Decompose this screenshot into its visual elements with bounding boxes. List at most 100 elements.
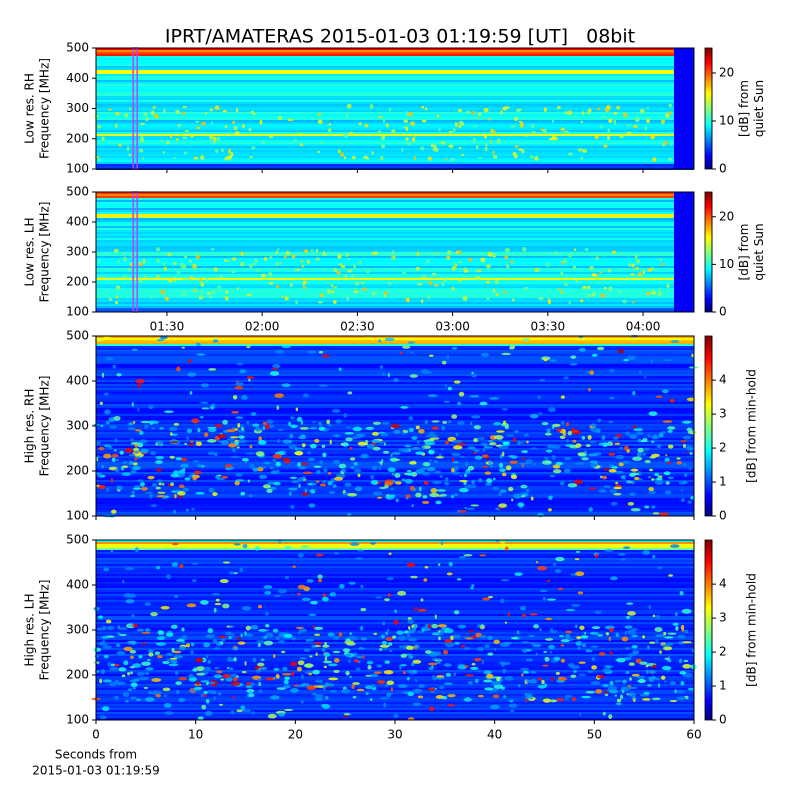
heatmap-blob — [662, 420, 673, 423]
heatmap-blob — [315, 652, 318, 657]
heatmap-blob — [318, 350, 324, 354]
heatmap-blob — [97, 455, 100, 458]
heatmap-blob — [658, 287, 661, 290]
heatmap-row — [96, 142, 694, 144]
heatmap-blob — [188, 673, 195, 679]
heatmap-blob — [424, 107, 428, 111]
heatmap-row — [96, 298, 694, 300]
heatmap-blob — [344, 274, 347, 278]
heatmap-blob — [297, 584, 306, 590]
heatmap-blob — [427, 394, 438, 397]
heatmap-blob — [332, 434, 341, 437]
heatmap-blob — [282, 457, 289, 461]
heatmap-blob — [212, 339, 219, 343]
heatmap-blob — [300, 699, 304, 704]
heatmap-blob — [504, 676, 514, 681]
heatmap-blob — [661, 389, 669, 394]
heatmap-row — [96, 612, 694, 614]
heatmap-blob — [275, 250, 278, 255]
heatmap-row — [96, 248, 694, 250]
heatmap-blob — [404, 478, 413, 484]
heatmap-blob — [628, 692, 637, 697]
heatmap-blob — [458, 109, 463, 113]
heatmap-blob — [187, 277, 191, 281]
heatmap-blob — [405, 111, 409, 116]
heatmap-blob — [185, 643, 191, 648]
heatmap-blob — [124, 113, 129, 118]
heatmap-blob — [269, 465, 274, 470]
heatmap-row — [96, 562, 694, 564]
heatmap-blob — [492, 486, 500, 491]
heatmap-row — [96, 338, 694, 340]
heatmap-blob — [315, 469, 321, 475]
heatmap-blob — [608, 118, 613, 123]
heatmap-blob — [195, 657, 204, 663]
heatmap-blob — [288, 421, 291, 427]
heatmap-blob — [131, 614, 135, 618]
heatmap-blob — [599, 125, 603, 129]
heatmap-blob — [526, 440, 529, 444]
heatmap-blob — [658, 432, 664, 438]
heatmap-blob — [615, 434, 622, 438]
heatmap-blob — [272, 454, 283, 459]
heatmap-row — [96, 232, 694, 234]
heatmap-blob — [141, 642, 147, 645]
heatmap-blob — [548, 644, 555, 650]
heatmap-blob — [625, 431, 631, 436]
heatmap-gap — [674, 192, 694, 312]
heatmap-blob — [503, 641, 512, 645]
heatmap-blob — [200, 600, 209, 605]
heatmap-blob — [182, 290, 186, 293]
heatmap-blob — [477, 437, 486, 440]
heatmap-blob — [200, 282, 205, 287]
heatmap-blob — [586, 294, 592, 297]
heatmap-blob — [233, 657, 237, 662]
heatmap-blob — [379, 697, 390, 700]
heatmap-blob — [451, 452, 461, 457]
heatmap-blob — [541, 422, 549, 426]
heatmap-blob — [328, 491, 336, 494]
heatmap-blob — [502, 441, 510, 445]
heatmap-blob — [565, 422, 570, 427]
heatmap-blob — [621, 558, 626, 561]
heatmap-blob — [407, 619, 414, 625]
heatmap-blob — [390, 487, 395, 491]
heatmap-blob — [145, 116, 149, 122]
heatmap-blob — [256, 467, 264, 472]
heatmap-blob — [269, 256, 273, 259]
heatmap-blob — [128, 624, 134, 627]
heatmap-blob — [365, 674, 372, 677]
heatmap-blob — [203, 642, 210, 648]
heatmap-blob — [312, 625, 315, 629]
heatmap-blob — [620, 694, 624, 700]
heatmap-blob — [623, 546, 631, 549]
heatmap-blob — [494, 279, 499, 284]
heatmap-row — [96, 428, 694, 430]
heatmap-blob — [646, 118, 650, 124]
heatmap-blob — [349, 131, 354, 136]
heatmap-blob — [409, 374, 418, 378]
heatmap-blob — [275, 261, 279, 267]
heatmap-blob — [256, 640, 265, 643]
heatmap-blob — [494, 648, 497, 651]
heatmap-blob — [522, 457, 525, 460]
heatmap-row — [96, 118, 694, 120]
heatmap-blob — [324, 641, 327, 647]
heatmap-blob — [432, 675, 436, 680]
heatmap-blob — [145, 491, 153, 494]
heatmap-blob — [584, 631, 587, 635]
heatmap-blob — [230, 152, 234, 157]
heatmap-blob — [369, 698, 373, 701]
heatmap-blob — [219, 578, 229, 584]
heatmap-blob — [687, 500, 692, 504]
heatmap-row — [96, 50, 694, 52]
heatmap-blob — [168, 277, 173, 283]
heatmap-blob — [291, 636, 296, 641]
heatmap-blob — [581, 695, 591, 699]
heatmap-blob — [500, 598, 505, 604]
heatmap-blob — [94, 654, 100, 658]
heatmap-blob — [317, 578, 323, 583]
heatmap-blob — [559, 435, 566, 439]
heatmap-blob — [481, 624, 484, 630]
heatmap-blob — [315, 249, 319, 253]
